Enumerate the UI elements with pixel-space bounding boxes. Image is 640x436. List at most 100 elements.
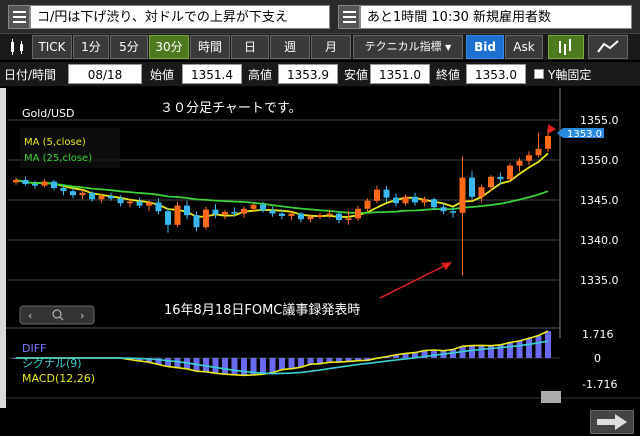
macd-histogram-bar [345,358,352,362]
news-ticker-1[interactable]: コ/円は下げ渋り、対ドルでの上昇が下支え [30,5,330,29]
bid-button[interactable]: Bid [466,35,504,59]
y-tick-label: 1340.0 [580,234,619,247]
candle-body [146,202,152,206]
period-30min[interactable]: 30分 [149,35,189,59]
macd-histogram-bar [317,358,323,364]
technical-indicator-select[interactable]: テクニカル指標 ▼ [353,35,463,59]
macd-histogram-bar [212,358,219,374]
candle-body [279,213,285,216]
macd-histogram-bar [545,331,551,358]
macd-signal-line [16,340,549,375]
left-border [0,88,6,436]
horizontal-scrollbar[interactable] [541,391,561,403]
y-tick-label: 1350.0 [580,154,619,167]
candle-body [89,192,95,200]
event-list-icon[interactable] [338,5,360,29]
period-week[interactable]: 週 [270,35,310,59]
current-price-tag [557,128,604,138]
candle-body [241,208,247,214]
macd-histogram-bar [136,358,143,361]
candle-body [450,211,456,213]
close-value: 1353.0 [466,64,526,84]
annotation-arrowhead [441,262,452,270]
news-ticker-2[interactable]: あと1時間 10:30 新規雇用者数 [360,5,632,29]
macd-histogram-bar [231,358,238,375]
candle-body [497,176,504,180]
macd-histogram-bar [431,350,437,358]
candle-body [41,181,48,186]
candle-body [507,165,513,180]
macd-histogram-bar [364,358,371,361]
legend-ma25: MA (25,close) [24,153,92,164]
chart-toolbar: TICK 1分 5分 30分 時間 日 週 月 テクニカル指標 ▼ Bid As… [0,34,640,60]
arrow-right-icon [597,414,627,430]
bar-chart-icon[interactable] [548,35,584,59]
macd-histogram-bar [412,352,418,358]
macd-histogram-bar [288,358,295,369]
candle-body [440,207,447,212]
candle-body [260,204,266,211]
y-tick-label: 1345.0 [580,194,619,207]
chevron-down-icon: ▼ [445,43,452,52]
time-axis-bar [0,408,640,436]
period-day[interactable]: 日 [231,35,269,59]
news-ticker-bar: コ/円は下げ渋り、対ドルでの上昇が下支え あと1時間 10:30 新規雇用者数 [0,0,640,34]
period-hour[interactable]: 時間 [190,35,230,59]
fix-y-axis-checkbox[interactable] [534,69,544,79]
news-list-icon[interactable] [8,5,30,29]
candle-body [22,180,29,184]
macd-histogram-bar [336,358,342,363]
search-icon[interactable] [52,309,62,319]
macd-histogram-bar [450,349,456,358]
macd-histogram-bar [307,358,314,365]
candle-body [51,181,57,188]
legend-ma5: MA (5,close) [24,137,86,148]
candle-body [345,218,352,220]
macd-histogram-bar [203,358,209,372]
macd-histogram-bar [298,358,304,368]
low-value: 1351.0 [370,64,430,84]
macd-histogram-bar [146,358,152,363]
candle-body [326,213,333,216]
macd-histogram-bar [393,354,399,358]
macd-histogram-bar [402,353,409,358]
candle-body [70,191,76,196]
technical-indicator-label: テクニカル指標 [364,40,442,53]
price-chart[interactable]: 1335.0 1340.0 1345.0 1350.0 1355.0 1.716 0 -1.… [0,88,640,408]
macd-legend-macd: MACD(12,26) [22,372,95,385]
y-tick-label: 1335.0 [580,274,619,287]
high-label: 高値 [248,68,273,82]
scroll-left-icon[interactable]: ‹ [28,309,32,322]
ask-button[interactable]: Ask [505,35,543,59]
open-value: 1351.4 [182,64,242,84]
candle-body [412,196,418,203]
candlestick-icon[interactable] [6,35,30,59]
datetime-value: 08/18 09:00 [68,64,142,102]
next-arrow-button[interactable] [590,410,634,434]
candle-body [336,213,342,220]
macd-histogram-bar [488,345,494,358]
candle-body [231,212,238,214]
zoom-controls[interactable]: ‹ › [19,305,95,325]
macd-histogram-bar [269,358,276,373]
candle-body [355,208,361,219]
candle-body [535,148,542,156]
candle-body [222,212,228,215]
y-tick-label: 1355.0 [580,114,619,127]
candle-body [165,211,171,225]
candle-body [193,215,200,228]
period-month[interactable]: 月 [311,35,351,59]
candle-body [174,205,181,225]
period-1min[interactable]: 1分 [73,35,109,59]
macd-histogram-bar [421,350,428,358]
fomc-annotation: 16年8月18日FOMC議事録発表時 [164,303,360,318]
price-pointer-icon [548,124,556,134]
candle-body [393,197,399,204]
scroll-right-icon[interactable]: › [80,309,84,322]
period-5min[interactable]: 5分 [110,35,148,59]
candle-body [288,213,295,216]
period-tick[interactable]: TICK [32,35,72,59]
candle-body [108,196,114,199]
line-chart-icon[interactable] [588,35,628,59]
macd-y-tick: 1.716 [582,328,614,341]
